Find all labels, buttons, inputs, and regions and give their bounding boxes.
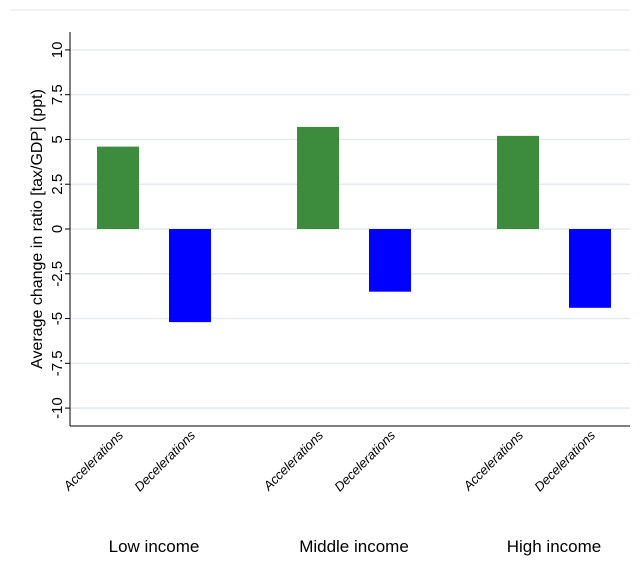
y-tick-label: 5 [49,135,66,143]
x-tick-label: Accelerations [460,427,527,494]
y-axis-label: Average change in ratio [tax/GDP] (ppt) [29,89,46,369]
y-tick-label: 7.5 [49,84,66,105]
group-label: Middle income [299,537,409,556]
x-tick-label: Decelerations [331,427,398,494]
y-tick-label: 2.5 [49,174,66,195]
x-tick-label: Decelerations [131,427,198,494]
bar [369,229,411,292]
bar [97,146,139,229]
bar [169,229,211,323]
bar [497,135,539,229]
y-tick-label: -10 [49,397,66,419]
x-tick-label: Decelerations [531,427,598,494]
y-tick-label: -5 [49,312,66,325]
bar [297,126,339,229]
x-tick-label: Accelerations [60,427,127,494]
y-tick-label: 0 [49,225,66,233]
group-label: High income [507,537,602,556]
y-tick-label: 10 [49,42,66,59]
group-label: Low income [109,537,200,556]
y-tick-label: -2.5 [49,261,66,287]
x-tick-label: Accelerations [260,427,327,494]
bar [569,229,611,308]
y-tick-label: -7.5 [49,350,66,376]
